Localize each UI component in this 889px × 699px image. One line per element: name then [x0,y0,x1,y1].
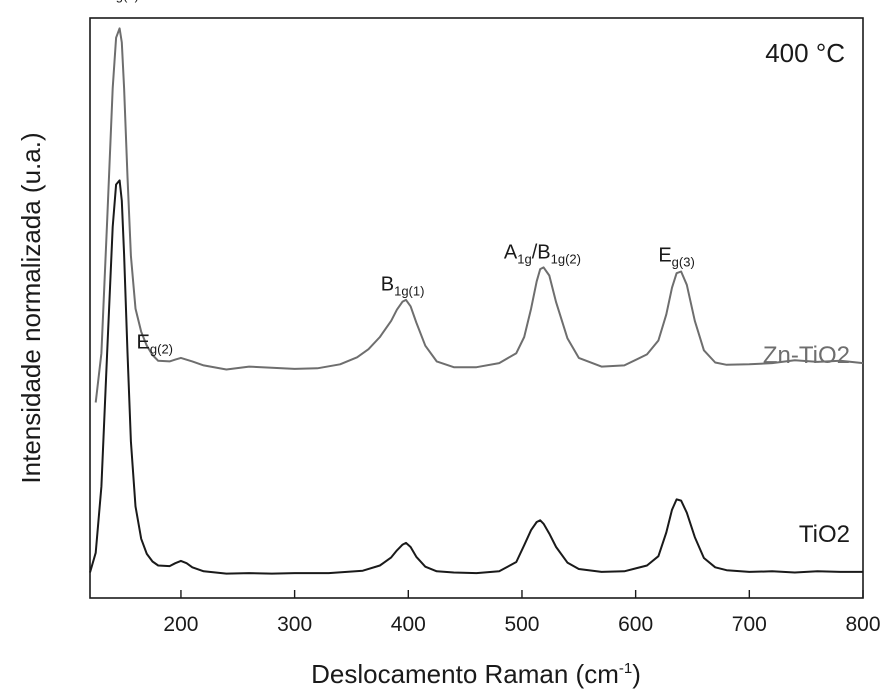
peak-label-3: A1g/B1g(2) [504,242,581,267]
x-tick-label-600: 600 [618,613,653,636]
peak-label-0: Eg(1) [102,0,138,3]
series-line-tio2 [89,179,863,575]
chart-title: 400 °C [765,38,845,68]
x-tick-label-800: 800 [845,613,880,636]
x-tick-label-300: 300 [277,613,312,636]
y-axis-title: Intensidade normalizada (u.a.) [16,132,46,483]
x-axis-tick-labels: 200 300 400 500 600 700 800 [163,613,880,636]
x-tick-label-700: 700 [732,613,767,636]
series-label-zn-tio2: Zn-TiO2 [763,342,850,369]
x-tick-label-500: 500 [504,613,539,636]
peak-label-1: Eg(2) [137,332,173,357]
plot-frame [89,17,864,599]
series-line-zn-tio2 [94,27,864,403]
peak-label-4: Eg(3) [658,245,694,270]
peak-label-2: B1g(1) [381,274,425,299]
x-axis-ticks [180,590,864,598]
x-tick-label-400: 400 [391,613,426,636]
x-tick-label-200: 200 [163,613,198,636]
x-axis-title: Deslocamento Raman (cm-1) [311,659,641,689]
series-layer [89,27,864,575]
peak-annotations: Eg(1) Eg(2) B1g(1) A1g/B1g(2) Eg(3) [102,0,695,357]
series-label-tio2: TiO2 [799,521,850,548]
